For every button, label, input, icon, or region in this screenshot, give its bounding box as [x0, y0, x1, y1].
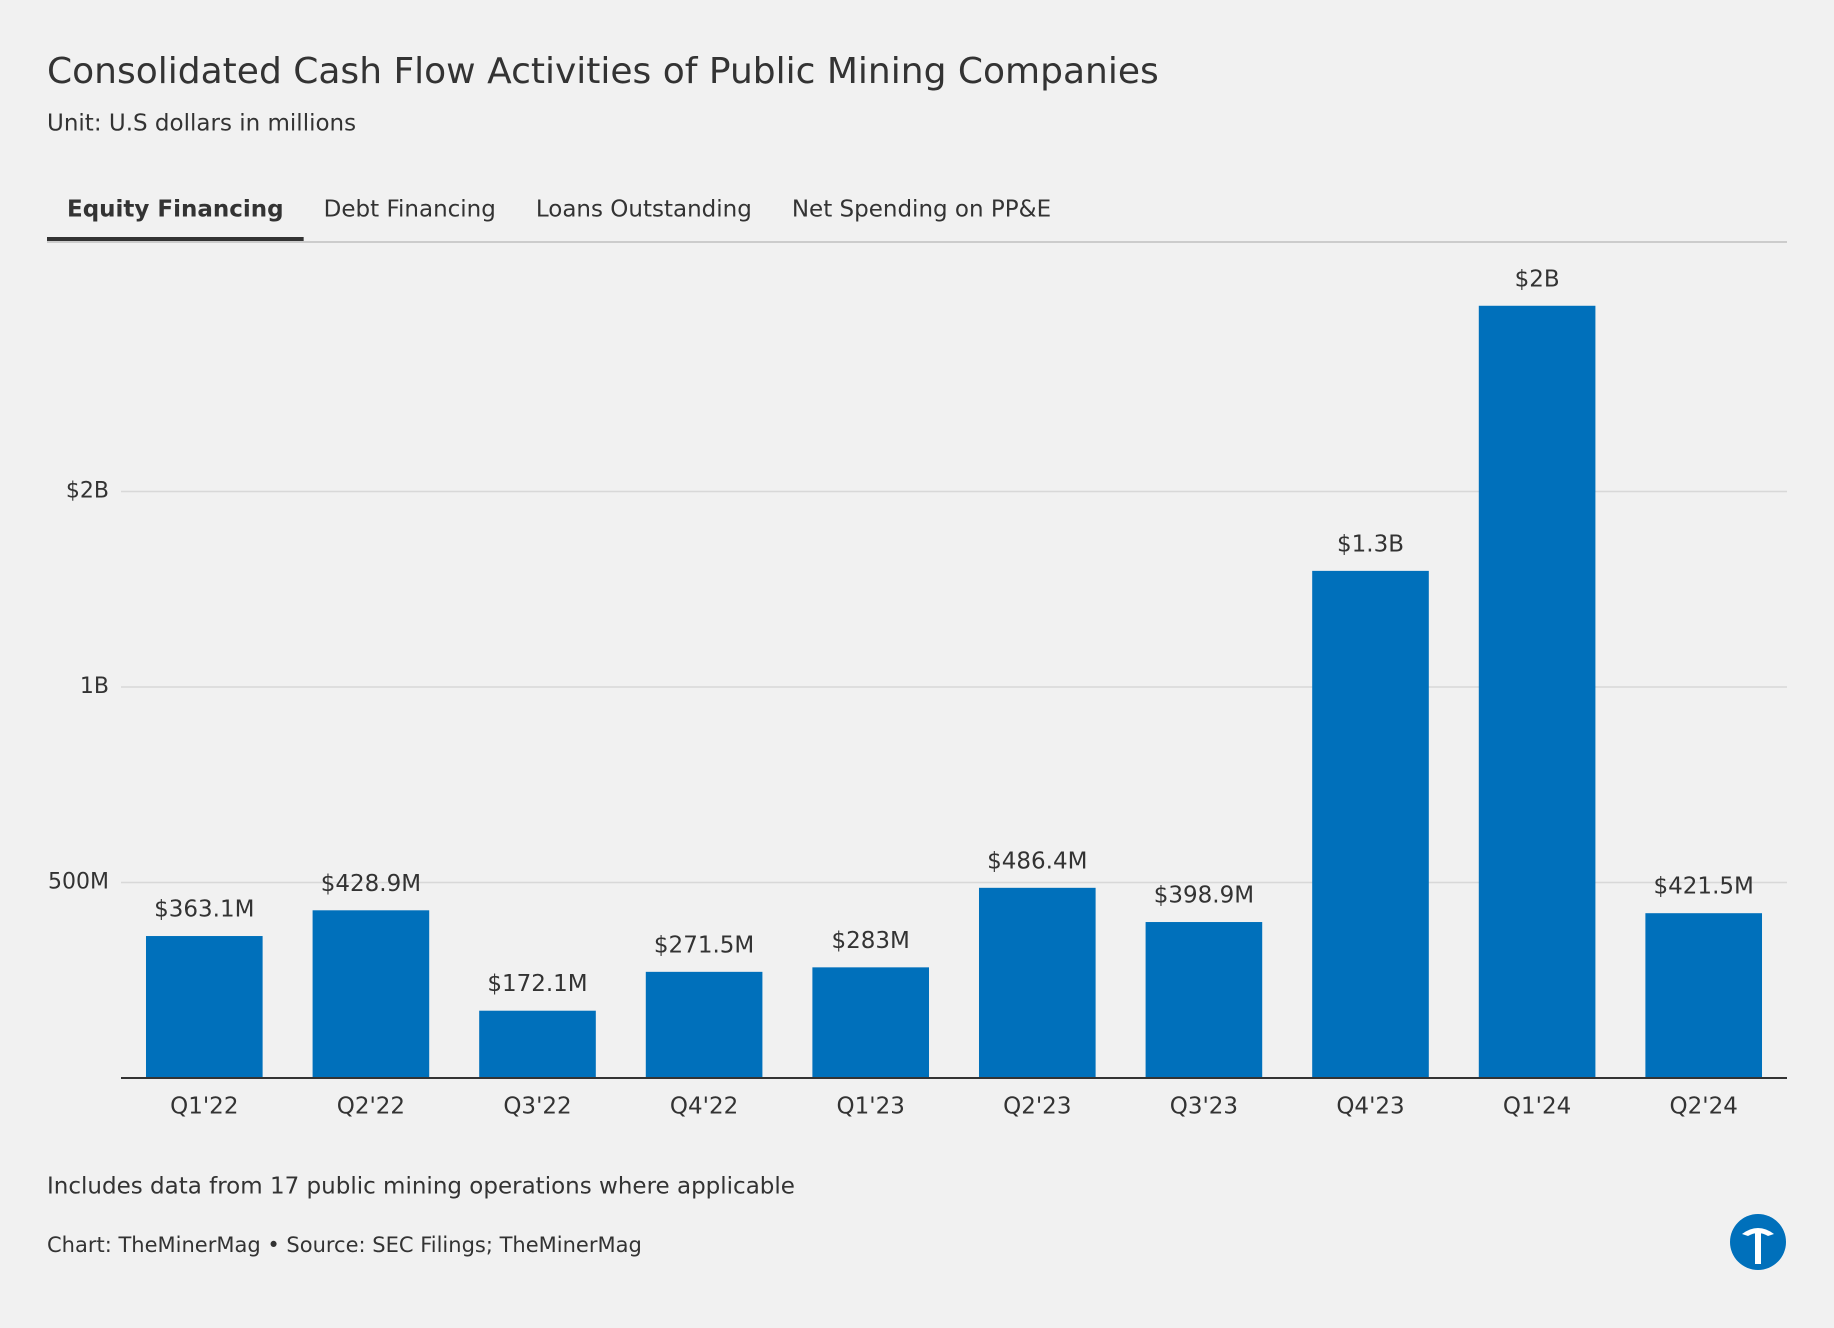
- bar: [1312, 570, 1429, 1078]
- tab[interactable]: Loans Outstanding: [536, 197, 752, 223]
- value-label: $428.9M: [321, 871, 421, 897]
- bar: [978, 887, 1096, 1078]
- bar: [145, 936, 263, 1078]
- x-tick-label: Q3'22: [503, 1094, 571, 1120]
- x-tick-label: Q1'22: [170, 1094, 238, 1120]
- value-label: $1.3B: [1337, 531, 1404, 557]
- bar: [1645, 913, 1763, 1078]
- tab-underline: [47, 237, 304, 241]
- x-tick-label: Q4'23: [1336, 1094, 1404, 1120]
- tab[interactable]: Net Spending on PP&E: [792, 197, 1051, 223]
- x-tick-label: Q2'23: [1003, 1094, 1071, 1120]
- logo: [1730, 1214, 1786, 1270]
- chart-title: Consolidated Cash Flow Activities of Pub…: [47, 51, 1159, 92]
- bar: [645, 971, 763, 1078]
- value-label: $398.9M: [1154, 883, 1254, 909]
- x-tick-label: Q2'22: [337, 1094, 405, 1120]
- y-tick-label: 1B: [80, 674, 109, 699]
- value-label: $2B: [1515, 266, 1560, 292]
- value-label: $486.4M: [987, 848, 1087, 874]
- tab[interactable]: Debt Financing: [324, 197, 496, 223]
- chart-subtitle: Unit: U.S dollars in millions: [47, 111, 356, 137]
- x-tick-label: Q3'23: [1170, 1094, 1238, 1120]
- x-tick-label: Q2'24: [1670, 1094, 1738, 1120]
- credit: Chart: TheMinerMag • Source: SEC Filings…: [47, 1233, 642, 1257]
- bar: [312, 910, 430, 1078]
- y-tick-label: 500M: [48, 870, 109, 895]
- bar: [812, 967, 930, 1078]
- bar: [1478, 305, 1596, 1078]
- value-label: $172.1M: [487, 971, 587, 997]
- x-tick-label: Q1'23: [837, 1094, 905, 1120]
- value-label: $283M: [832, 928, 910, 954]
- x-tick-label: Q4'22: [670, 1094, 738, 1120]
- bar: [1145, 922, 1263, 1078]
- note: Includes data from 17 public mining oper…: [47, 1174, 795, 1200]
- value-label: $421.5M: [1654, 874, 1754, 900]
- y-tick-label: $2B: [66, 479, 109, 504]
- value-label: $363.1M: [154, 897, 254, 923]
- value-label: $271.5M: [654, 932, 754, 958]
- x-tick-label: Q1'24: [1503, 1094, 1571, 1120]
- tab[interactable]: Equity Financing: [67, 197, 284, 223]
- bar: [479, 1010, 596, 1078]
